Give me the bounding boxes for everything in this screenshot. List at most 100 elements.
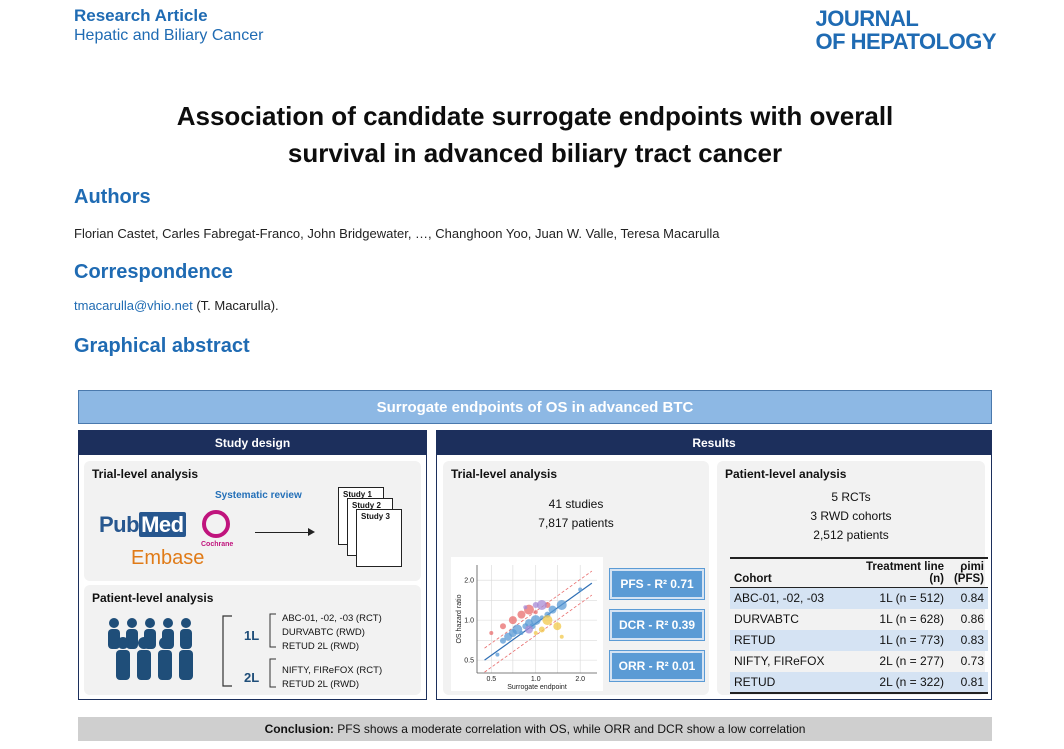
journal-logo-line2: OF HEPATOLOGY <box>815 29 996 54</box>
ci-lower-line <box>484 594 593 673</box>
scatter-point <box>530 615 541 626</box>
title-line1: Association of candidate surrogate endpo… <box>176 101 894 131</box>
ga-banner: Surrogate endpoints of OS in advanced BT… <box>78 390 992 424</box>
scatter-point <box>556 599 567 610</box>
study-doc-3: Study 3 <box>356 509 402 567</box>
results-header: Results <box>437 431 991 455</box>
scatter-point <box>524 625 533 634</box>
scatter-point <box>538 626 545 633</box>
col-cohort: Cohort <box>730 557 852 588</box>
results-trial-box: Trial-level analysis 41 studies 7,817 pa… <box>443 461 709 695</box>
systematic-review-label: Systematic review <box>215 490 302 501</box>
scatter-point <box>542 615 553 626</box>
cohort-1l-item: RETUD 2L (RWD) <box>282 641 360 652</box>
scatter-point <box>533 610 538 615</box>
patient-level-box: Patient-level analysis 1L 2L <box>84 585 421 695</box>
article-title: Association of candidate surrogate endpo… <box>60 98 1010 172</box>
pubmed-logo: PubMed <box>99 512 186 538</box>
x-axis-label: Surrogate endpoint <box>507 684 567 691</box>
correspondence-email-link[interactable]: tmacarulla@vhio.net <box>74 298 193 313</box>
cell-cohort: RETUD <box>730 671 852 694</box>
trial-level-box: Trial-level analysis Systematic review P… <box>84 461 421 581</box>
conclusion-text: PFS shows a moderate correlation with OS… <box>333 722 806 736</box>
cell-cohort: ABC-01, -02, -03 <box>730 587 852 609</box>
x-tick-label: 2.0 <box>575 676 585 683</box>
cohort-1l-item: ABC-01, -02, -03 (RCT) <box>282 613 382 624</box>
scatter-point <box>536 599 547 610</box>
scatter-point <box>553 622 562 631</box>
scatter-point <box>548 605 557 614</box>
scatter-point <box>495 652 500 657</box>
section-name[interactable]: Hepatic and Biliary Cancer <box>74 27 264 44</box>
pubmed-logo-med: Med <box>139 512 186 537</box>
scatter-point <box>504 632 513 641</box>
cell-line: 2L (n = 277) <box>879 654 944 668</box>
cell-cohort: DURVABTC <box>734 612 799 626</box>
scatter-point <box>523 605 528 610</box>
cell-rho: 0.84 <box>948 587 988 609</box>
results-patient-box: Patient-level analysis 5 RCTs 3 RWD coho… <box>717 461 988 695</box>
patient-stats: 5 RCTs 3 RWD cohorts 2,512 patients <box>717 488 985 545</box>
dcr-r2-badge: DCR - R² 0.39 <box>609 609 705 641</box>
table-row: RETUD 1L (n = 773) 0.83 <box>730 629 988 651</box>
line-1l-label: 1L <box>244 628 260 643</box>
people-crowd-icon <box>108 618 193 680</box>
x-tick-label: 1.0 <box>531 676 541 683</box>
rct-count: 5 RCTs <box>831 490 871 504</box>
correspondence-heading: Correspondence <box>74 261 233 283</box>
scatter-point <box>508 616 517 625</box>
y-tick-label: 0.5 <box>464 658 474 665</box>
cohort-list-2l: NIFTY, FIReFOX (RCT) RETUD 2L (RWD) <box>282 664 382 692</box>
conclusion-bar: Conclusion: PFS shows a moderate correla… <box>78 717 992 741</box>
scatter-point <box>578 587 583 592</box>
results-patient-title: Patient-level analysis <box>725 467 847 481</box>
cell-rho: 0.83 <box>948 629 988 651</box>
scatter-point <box>519 631 524 636</box>
cell-rho: 0.86 <box>960 612 984 626</box>
scatter-point <box>533 631 538 636</box>
cell-line: 1L (n = 512) <box>852 587 948 609</box>
patients-total: 2,512 patients <box>813 528 889 542</box>
cell-line: 1L (n = 773) <box>852 629 948 651</box>
patient-level-title: Patient-level analysis <box>92 591 214 605</box>
correspondence-name: (T. Macarulla). <box>192 298 279 313</box>
trial-level-title: Trial-level analysis <box>92 467 199 481</box>
cochrane-label: Cochrane <box>201 541 234 548</box>
arrow-head-icon <box>308 528 315 536</box>
cochrane-logo-icon <box>202 510 230 538</box>
cohort-2l-item: NIFTY, FIReFOX (RCT) <box>282 665 383 676</box>
col-treatment-line: Treatment line (n) <box>852 557 948 588</box>
scatter-point <box>559 634 564 639</box>
arrow-right-icon <box>255 532 311 533</box>
table-row: NIFTY, FIReFOX 2L (n = 277) 0.73 <box>730 651 988 672</box>
results-trial-title: Trial-level analysis <box>451 467 558 481</box>
studies-count: 41 studies <box>548 497 604 511</box>
line-2l-label: 2L <box>244 670 260 685</box>
journal-logo[interactable]: JOURNAL OF HEPATOLOGY <box>815 7 996 53</box>
scatter-plot: 0.5 1.0 2.0 2.0 1.0 0.5 Surrogate endpoint OS h… <box>451 557 603 691</box>
bracket-small-icon <box>269 613 276 688</box>
article-type: Research Article <box>74 6 208 25</box>
cell-rho: 0.81 <box>948 671 988 694</box>
scatter-point <box>517 610 526 619</box>
results-panel: Results Trial-level analysis 41 studies … <box>436 430 992 700</box>
cohort-2l-item: RETUD 2L (RWD) <box>282 679 360 690</box>
cell-cohort: NIFTY, FIReFOX <box>734 654 825 668</box>
study-design-panel: Study design Trial-level analysis System… <box>78 430 427 700</box>
table-row: DURVABTC 1L (n = 628) 0.86 <box>730 609 988 630</box>
scatter-point <box>499 637 506 644</box>
study-design-header: Study design <box>79 431 426 455</box>
table-row: ABC-01, -02, -03 1L (n = 512) 0.84 <box>730 587 988 609</box>
cell-cohort: RETUD <box>730 629 852 651</box>
cell-line: 1L (n = 628) <box>879 612 944 626</box>
orr-r2-badge: ORR - R² 0.01 <box>609 650 705 682</box>
pubmed-logo-pub: Pub <box>99 512 140 537</box>
scatter-point <box>489 631 494 636</box>
authors-heading: Authors <box>74 186 151 208</box>
patients-count: 7,817 patients <box>538 516 614 530</box>
rwd-count: 3 RWD cohorts <box>810 509 892 523</box>
y-axis-label: OS hazard ratio <box>456 594 463 643</box>
authors-list: Florian Castet, Carles Fabregat-Franco, … <box>74 226 720 241</box>
correspondence-line: tmacarulla@vhio.net (T. Macarulla). <box>74 298 279 313</box>
trial-stats: 41 studies 7,817 patients <box>443 495 709 533</box>
